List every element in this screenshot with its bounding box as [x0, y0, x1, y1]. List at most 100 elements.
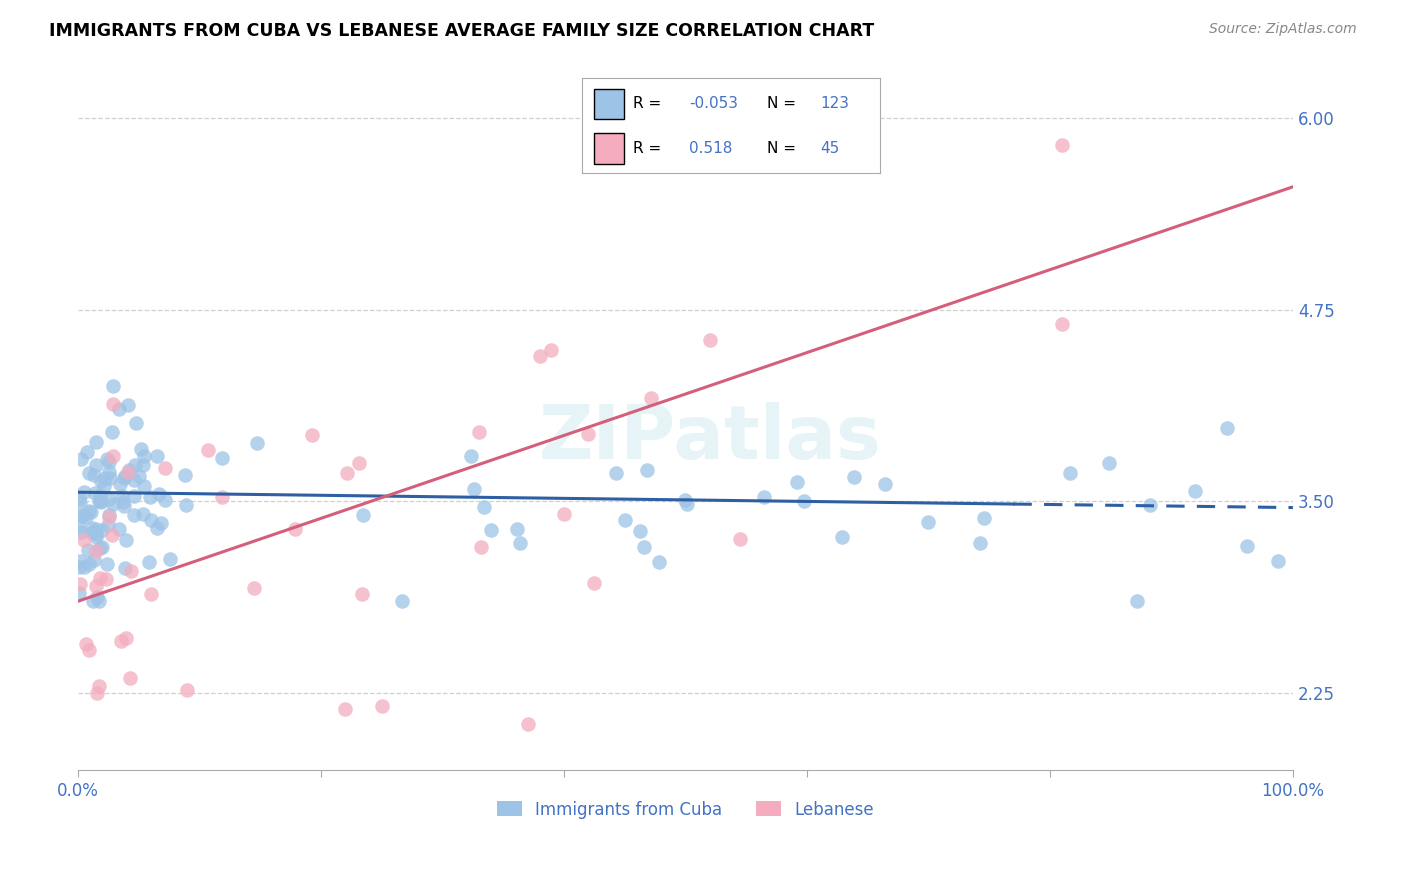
Point — [301, 427, 323, 442]
Point — [124, 473, 146, 487]
Point — [540, 343, 562, 357]
Point — [1050, 317, 1073, 331]
Point — [730, 533, 752, 547]
Point — [69, 451, 91, 466]
Point — [69, 577, 91, 591]
Point — [97, 492, 120, 507]
Point — [89, 679, 111, 693]
Point — [77, 504, 100, 518]
Point — [70, 508, 93, 523]
Point — [146, 450, 169, 464]
Point — [842, 470, 865, 484]
Point — [468, 425, 491, 439]
Point — [90, 540, 112, 554]
Point — [86, 591, 108, 605]
Point — [124, 458, 146, 472]
Point — [120, 671, 142, 685]
Point — [90, 475, 112, 489]
Point — [284, 522, 307, 536]
Point — [84, 458, 107, 472]
Point — [103, 497, 125, 511]
Point — [131, 507, 153, 521]
Point — [110, 634, 132, 648]
Point — [1050, 138, 1073, 153]
Point — [101, 379, 124, 393]
Point — [122, 489, 145, 503]
Point — [83, 553, 105, 567]
Point — [107, 522, 129, 536]
Point — [831, 530, 853, 544]
Point — [146, 521, 169, 535]
Point — [786, 475, 808, 490]
Point — [648, 555, 671, 569]
Point — [122, 508, 145, 523]
Point — [1059, 466, 1081, 480]
Point — [148, 487, 170, 501]
Point — [335, 701, 357, 715]
Point — [73, 533, 96, 548]
Point — [101, 425, 124, 440]
Point — [636, 463, 658, 477]
Point — [83, 468, 105, 483]
Point — [77, 467, 100, 481]
Point — [120, 564, 142, 578]
Point — [470, 540, 492, 554]
Point — [673, 493, 696, 508]
Point — [83, 525, 105, 540]
Point — [89, 571, 111, 585]
Point — [211, 490, 233, 504]
Point — [98, 509, 121, 524]
Text: ZIPatlas: ZIPatlas — [538, 401, 882, 475]
Point — [97, 508, 120, 522]
Point — [100, 528, 122, 542]
Point — [973, 511, 995, 525]
Point — [917, 515, 939, 529]
Point — [149, 516, 172, 531]
Point — [112, 471, 135, 485]
Point — [352, 508, 374, 522]
Text: Source: ZipAtlas.com: Source: ZipAtlas.com — [1209, 22, 1357, 37]
Point — [553, 507, 575, 521]
Point — [1267, 554, 1289, 568]
Point — [472, 500, 495, 515]
Point — [93, 479, 115, 493]
Point — [89, 493, 111, 508]
Point — [516, 717, 538, 731]
Point — [613, 513, 636, 527]
Point — [97, 518, 120, 533]
Point — [86, 686, 108, 700]
Point — [640, 391, 662, 405]
Point — [628, 524, 651, 538]
Point — [391, 594, 413, 608]
Point — [114, 561, 136, 575]
Point — [77, 542, 100, 557]
Point — [69, 492, 91, 507]
Point — [111, 489, 134, 503]
Point — [582, 576, 605, 591]
Point — [125, 416, 148, 430]
Point — [347, 456, 370, 470]
Point — [69, 554, 91, 568]
Point — [1216, 421, 1239, 435]
Point — [969, 536, 991, 550]
Point — [131, 458, 153, 472]
Point — [90, 495, 112, 509]
Point — [699, 333, 721, 347]
Text: IMMIGRANTS FROM CUBA VS LEBANESE AVERAGE FAMILY SIZE CORRELATION CHART: IMMIGRANTS FROM CUBA VS LEBANESE AVERAGE… — [49, 22, 875, 40]
Point — [174, 498, 197, 512]
Point — [75, 637, 97, 651]
Point — [675, 497, 697, 511]
Point — [80, 505, 103, 519]
Point — [86, 435, 108, 450]
Point — [87, 594, 110, 608]
Point — [352, 587, 374, 601]
Point — [139, 491, 162, 505]
Point — [132, 449, 155, 463]
Point — [96, 452, 118, 467]
Point — [84, 530, 107, 544]
Point — [174, 467, 197, 482]
Point — [91, 523, 114, 537]
Point — [84, 527, 107, 541]
Point — [509, 536, 531, 550]
Point — [84, 579, 107, 593]
